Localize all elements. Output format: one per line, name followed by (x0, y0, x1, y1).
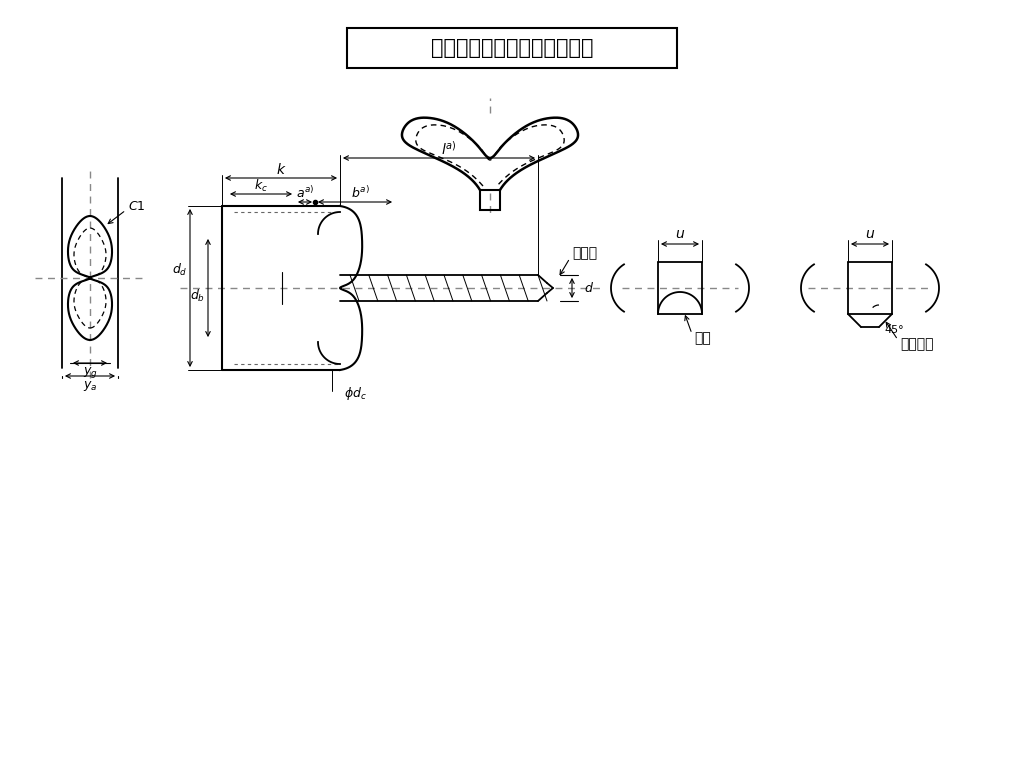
FancyBboxPatch shape (347, 28, 677, 68)
Text: $d_b$: $d_b$ (190, 288, 206, 304)
Text: 丸先: 丸先 (694, 331, 711, 345)
Text: $l^{a)}$: $l^{a)}$ (441, 140, 457, 158)
Text: $u$: $u$ (675, 227, 685, 241)
Text: $k$: $k$ (275, 161, 287, 177)
Text: $y_a$: $y_a$ (83, 379, 97, 393)
Text: $k_c$: $k_c$ (254, 178, 268, 194)
Text: $y_g$: $y_g$ (83, 365, 97, 379)
Text: ３種　（翼端は規定しない）: ３種 （翼端は規定しない） (431, 38, 593, 58)
Text: $a^{a)}$: $a^{a)}$ (296, 185, 314, 201)
Text: $d$: $d$ (584, 281, 594, 295)
Text: あら先: あら先 (572, 246, 597, 260)
Text: $\phi d_c$: $\phi d_c$ (344, 386, 367, 402)
Text: $u$: $u$ (865, 227, 876, 241)
Text: $b^{a)}$: $b^{a)}$ (350, 185, 370, 201)
Bar (480, 190, 500, 210)
Text: $d_d$: $d_d$ (172, 262, 187, 278)
Text: $C1$: $C1$ (128, 200, 145, 213)
Text: 45°: 45° (884, 325, 903, 335)
Text: 面取り先: 面取り先 (900, 337, 934, 351)
